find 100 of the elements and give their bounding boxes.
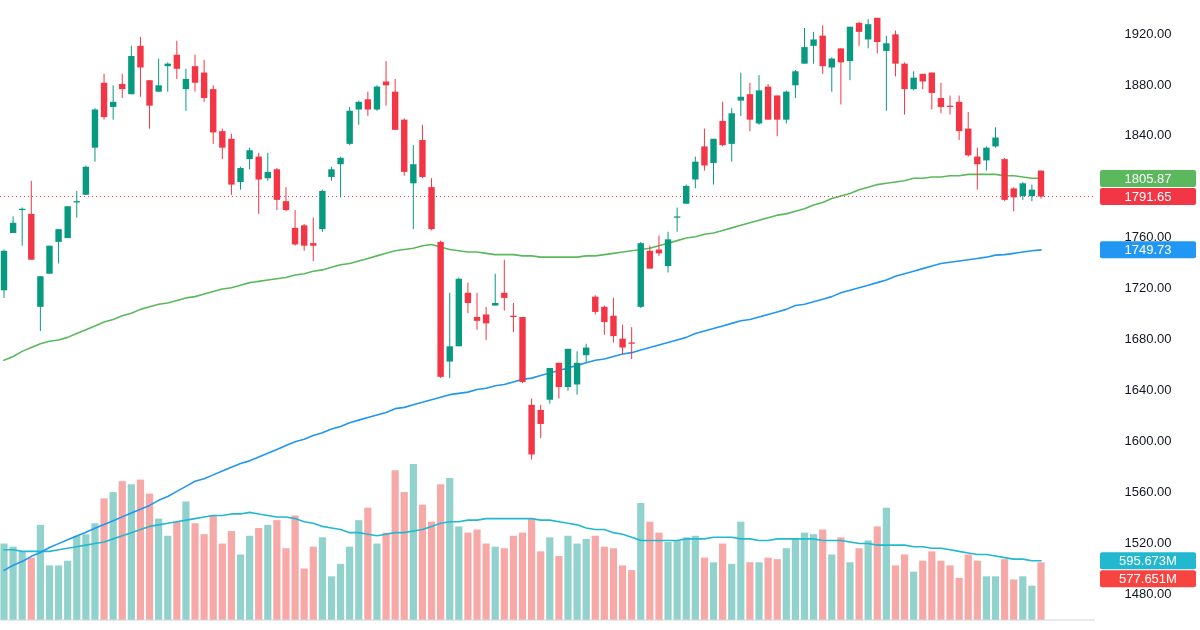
bar	[528, 518, 536, 620]
bar	[45, 565, 54, 620]
bar	[600, 546, 608, 620]
candlestick	[310, 217, 317, 262]
bar	[764, 557, 772, 620]
bar	[673, 540, 681, 620]
bar	[791, 538, 799, 620]
candlestick	[109, 84, 117, 121]
line-series	[3, 249, 1042, 572]
candlestick	[592, 294, 599, 315]
candlestick	[737, 72, 745, 117]
text: 577.651M	[1119, 571, 1177, 587]
y-tick-label: 1640.00	[1124, 382, 1172, 398]
candlestick	[337, 156, 344, 198]
bar	[145, 493, 154, 620]
candlestick	[855, 21, 863, 47]
y-tick-label: 1880.00	[1124, 76, 1172, 92]
bar	[264, 524, 272, 620]
bar	[728, 563, 736, 620]
y-tick-label: 1760.00	[1124, 229, 1172, 245]
candlestick	[864, 18, 872, 49]
bar	[964, 554, 972, 620]
bar	[755, 562, 763, 620]
candlestick	[692, 156, 699, 189]
bar	[682, 537, 690, 620]
bar	[1010, 579, 1018, 620]
bar	[209, 515, 217, 620]
bar	[928, 551, 936, 620]
bar	[910, 571, 918, 620]
bar	[555, 556, 563, 620]
candlestick	[119, 73, 126, 99]
bar	[955, 577, 963, 620]
bar	[446, 478, 454, 620]
y-tick-label: 1480.00	[1124, 585, 1172, 601]
candlestick	[701, 128, 708, 172]
bar	[882, 507, 890, 620]
bar	[91, 523, 99, 620]
candlestick	[628, 326, 635, 360]
bar	[837, 537, 845, 620]
bar	[255, 527, 263, 620]
bar	[655, 532, 663, 620]
bar	[691, 535, 699, 620]
ref-line-label: 1791.65	[1124, 189, 1172, 204]
bar	[537, 551, 545, 620]
bar	[855, 548, 863, 620]
bar	[719, 543, 727, 620]
bar	[646, 521, 654, 620]
bar	[227, 531, 236, 620]
bar	[437, 484, 445, 620]
candlestick	[137, 36, 144, 98]
bar	[846, 562, 854, 620]
candlestick	[473, 292, 481, 331]
y-tick-label: 1920.00	[1124, 25, 1172, 41]
candlestick	[910, 70, 917, 91]
bar	[609, 548, 618, 620]
candlestick	[182, 68, 190, 112]
candlestick	[673, 207, 681, 233]
bar	[637, 503, 645, 620]
bar	[118, 481, 126, 620]
candlestick	[501, 259, 508, 312]
bar	[155, 518, 163, 620]
candlestick	[983, 145, 990, 172]
bar	[164, 535, 172, 620]
bar	[973, 560, 981, 620]
bar	[800, 532, 809, 620]
candlestick	[410, 144, 417, 230]
candlestick	[573, 350, 581, 396]
candlestick	[492, 273, 499, 307]
candlestick	[1010, 186, 1017, 212]
bar	[482, 543, 490, 620]
bar	[491, 546, 499, 620]
candlestick	[974, 147, 981, 191]
bar	[1019, 576, 1027, 620]
bar	[182, 501, 190, 620]
y-tick-label: 1805.87	[1124, 170, 1172, 186]
bar	[1001, 559, 1009, 620]
candlestick	[237, 166, 244, 191]
bar	[509, 535, 517, 620]
bar	[64, 560, 72, 620]
text: 595.673M	[1119, 553, 1177, 569]
bar	[309, 546, 317, 620]
bar	[273, 520, 281, 620]
candlestick	[464, 282, 472, 314]
candlestick	[801, 27, 808, 65]
bar	[391, 470, 399, 620]
bar	[82, 534, 90, 620]
bar	[591, 535, 599, 620]
bar	[327, 576, 336, 620]
bar	[746, 562, 754, 620]
candlestick	[792, 69, 799, 99]
bar	[809, 534, 818, 620]
bar	[427, 521, 436, 620]
bar	[409, 464, 417, 620]
candlestick	[246, 147, 253, 170]
bar	[127, 484, 135, 620]
bar	[191, 523, 199, 620]
bar	[346, 546, 354, 620]
bar	[737, 521, 745, 620]
bar	[236, 554, 245, 620]
bar	[173, 521, 181, 620]
